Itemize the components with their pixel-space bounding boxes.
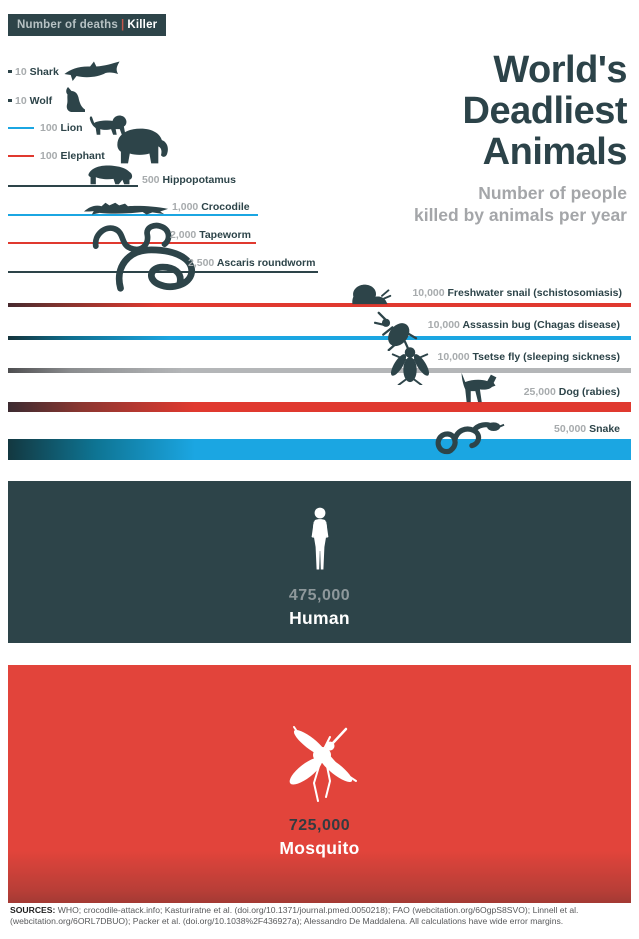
tsetse-fly-icon — [386, 341, 434, 385]
snake-icon — [432, 421, 506, 457]
tsetse-fly-bar — [8, 368, 631, 373]
assassin-bug-icon — [372, 311, 420, 351]
row-label-assassin-bug: 10,000 Assassin bug (Chagas disease) — [427, 319, 620, 331]
ascaris-bar — [8, 271, 318, 273]
mosquito-block: 725,000 Mosquito — [8, 665, 631, 903]
row-label-ascaris: 2,500 Ascaris roundworm — [188, 257, 316, 269]
row-label-tsetse-fly: 10,000 Tsetse fly (sleeping sickness) — [437, 351, 621, 363]
shark-icon — [63, 60, 121, 83]
elephant-icon — [112, 125, 169, 166]
elephant-bar — [8, 155, 34, 157]
row-label-elephant: 100 Elephant — [40, 150, 105, 162]
badge-deaths-label: Number of deaths — [17, 19, 118, 31]
chart-rows: 10 Shark 10 Wolf 100 Lion 100 Elephant 500 H… — [8, 60, 631, 460]
sources-text: WHO; crocodile-attack.info; Kasturiratne… — [10, 905, 579, 926]
snake-bar — [8, 439, 631, 460]
mosquito-label: Mosquito — [279, 838, 360, 858]
badge-killer-label: Killer — [127, 19, 158, 31]
dog-icon — [456, 371, 502, 404]
title-line-1: World's — [493, 49, 627, 91]
lion-icon — [87, 111, 129, 139]
hippo-bar — [8, 185, 138, 187]
human-label: Human — [289, 608, 350, 628]
assassin-bug-bar — [8, 336, 631, 340]
snail-icon — [348, 282, 392, 306]
snail-bar — [8, 303, 631, 307]
subtitle-line-2: killed by animals per year — [413, 205, 627, 225]
hippo-icon — [84, 163, 136, 186]
shark-bar — [8, 70, 12, 73]
badge-divider: | — [120, 19, 125, 31]
tapeworm-icon — [92, 221, 174, 256]
row-label-snail: 10,000 Freshwater snail (schistosomiasis… — [412, 287, 622, 299]
row-label-dog: 25,000 Dog (rabies) — [523, 386, 620, 398]
lion-bar — [8, 127, 34, 129]
sources-label: SOURCES: — [10, 905, 56, 915]
sources-footer: SOURCES: WHO; crocodile-attack.info; Kas… — [10, 905, 632, 927]
row-label-crocodile: 1,000 Crocodile — [172, 201, 250, 213]
axis-legend-badge: Number of deaths | Killer — [8, 14, 167, 36]
row-label-shark: 10 Shark — [15, 66, 59, 78]
human-block: 475,000 Human — [8, 481, 631, 643]
subtitle-line-1: Number of people — [478, 183, 627, 203]
row-label-tapeworm: 2,000 Tapeworm — [170, 229, 251, 241]
crocodile-icon — [82, 201, 170, 215]
row-label-hippo: 500 Hippopotamus — [142, 174, 236, 186]
mosquito-value: 725,000 — [288, 817, 351, 834]
mosquito-icon — [268, 709, 372, 805]
wolf-icon — [61, 85, 89, 114]
crocodile-bar — [8, 214, 258, 216]
tapeworm-bar — [8, 242, 256, 244]
ascaris-icon — [112, 246, 202, 294]
wolf-bar — [8, 99, 12, 102]
title-line-2: Deadliest — [462, 90, 628, 132]
human-value: 475,000 — [288, 587, 351, 604]
row-label-lion: 100 Lion — [40, 122, 83, 134]
row-label-wolf: 10 Wolf — [15, 95, 53, 107]
title-line-3: Animals — [482, 131, 628, 173]
page-subtitle: Number of people killed by animals per y… — [414, 182, 627, 226]
human-icon — [307, 507, 333, 573]
dog-bar — [8, 402, 631, 412]
page-title: World's Deadliest Animals — [462, 49, 628, 173]
row-label-snake: 50,000 Snake — [554, 423, 620, 435]
